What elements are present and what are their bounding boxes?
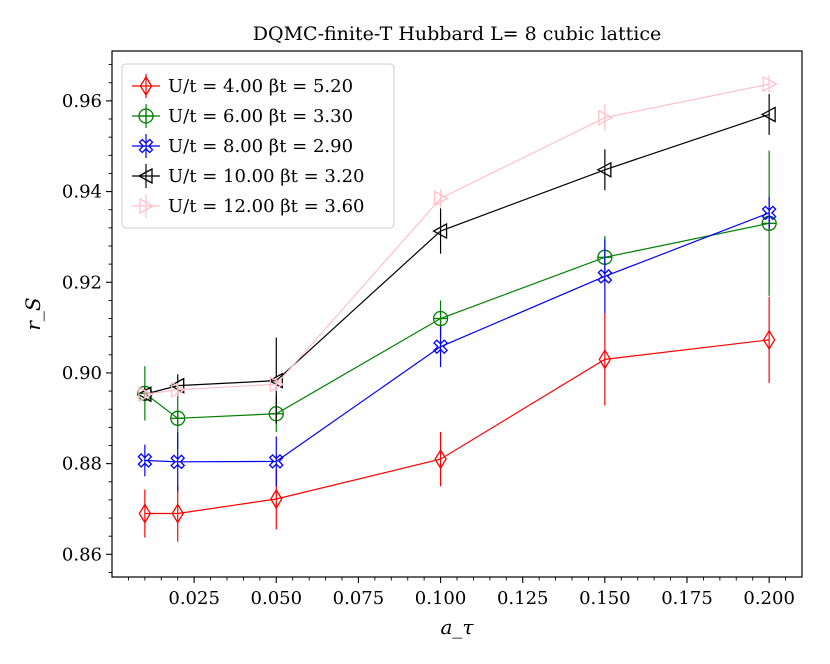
x-tick-label: 0.050: [251, 588, 303, 609]
y-axis-label: r_S: [21, 297, 45, 330]
legend-label: U/t = 8.00 βt = 2.90: [168, 136, 353, 157]
data-point: [762, 329, 776, 351]
legend-entry: U/t = 4.00 βt = 5.20: [132, 74, 353, 98]
legend-label: U/t = 10.00 βt = 3.20: [168, 166, 365, 187]
data-point: [137, 453, 153, 468]
data-point: [761, 205, 777, 221]
legend-marker: [139, 197, 155, 215]
legend-entry: U/t = 12.00 βt = 3.60: [132, 194, 365, 218]
legend-marker: [138, 108, 154, 124]
legend-marker: [139, 75, 153, 97]
data-point: [170, 410, 186, 426]
data-point: [760, 106, 776, 123]
data-point: [269, 376, 285, 393]
data-point: [762, 76, 778, 93]
legend-entry: U/t = 6.00 βt = 3.30: [132, 104, 353, 128]
data-point: [171, 503, 184, 524]
data-point: [433, 190, 449, 207]
series-line: [144, 212, 770, 463]
y-tick-label: 0.92: [62, 272, 102, 293]
data-point: [138, 386, 154, 403]
series-5: [138, 75, 778, 403]
series-1: [138, 296, 776, 542]
data-point: [138, 503, 152, 524]
data-point: [432, 222, 448, 240]
x-tick-label: 0.025: [168, 588, 220, 609]
y-tick-label: 0.96: [62, 91, 102, 112]
legend-marker: [137, 167, 153, 185]
legend-marker: [138, 138, 154, 154]
x-tick-label: 0.150: [579, 588, 631, 609]
axis-ticks: 0.025 0.050 0.075 0.100 0.125 0.150 0.175 0.200…: [62, 64, 795, 609]
plot-area: [136, 75, 778, 542]
legend-box: [121, 63, 395, 229]
data-point: [433, 339, 448, 355]
series-line: [144, 222, 770, 419]
y-tick-label: 0.90: [62, 363, 102, 384]
chart-title: DQMC-finite-T Hubbard L= 8 cubic lattice: [253, 23, 661, 45]
data-point: [171, 381, 187, 398]
series-line: [144, 339, 770, 515]
data-point: [596, 161, 612, 178]
legend-entry: U/t = 8.00 βt = 2.90: [132, 134, 353, 158]
legend-label: U/t = 4.00 βt = 5.20: [168, 76, 353, 97]
x-tick-label: 0.075: [333, 588, 385, 609]
y-tick-label: 0.86: [62, 544, 102, 565]
data-point: [170, 454, 186, 470]
data-point: [598, 109, 614, 126]
x-tick-label: 0.100: [415, 588, 467, 609]
legend: U/t = 4.00 βt = 5.20 U/t = 6.00 βt = 3.30…: [121, 63, 395, 229]
data-point: [598, 349, 612, 370]
x-axis-label: a_τ: [441, 615, 475, 639]
x-tick-label: 0.175: [661, 588, 713, 609]
legend-label: U/t = 6.00 βt = 3.30: [168, 106, 353, 127]
x-tick-label: 0.200: [743, 588, 795, 609]
data-point: [434, 448, 447, 470]
series-3: [137, 197, 777, 492]
data-point: [597, 268, 613, 284]
y-tick-label: 0.94: [62, 182, 102, 203]
data-point: [270, 488, 283, 510]
y-tick-label: 0.88: [62, 454, 102, 475]
legend-entry: U/t = 10.00 βt = 3.20: [132, 164, 365, 188]
x-tick-label: 0.125: [497, 588, 549, 609]
legend-label: U/t = 12.00 βt = 3.60: [168, 196, 365, 217]
data-point: [268, 453, 284, 469]
data-point: [432, 310, 449, 327]
